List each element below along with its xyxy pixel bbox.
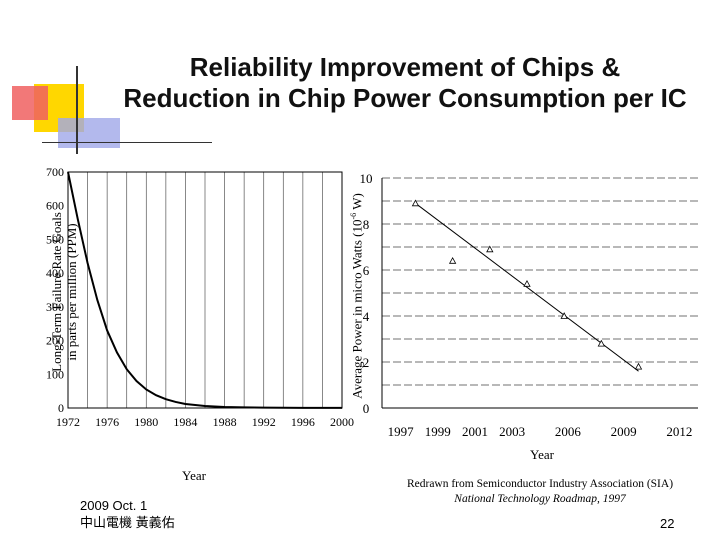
left-chart-y-tick-label: 600 — [46, 199, 64, 213]
decor-blue-square — [58, 118, 120, 148]
slide-title-line1: Reliability Improvement of Chips & — [189, 52, 621, 82]
right-chart: 0 2 4 6 8 10 1997 1999 2001 2003 2006 2009 2012 — [360, 171, 698, 439]
source-line2: National Technology Roadmap, 1997 — [454, 493, 626, 505]
left-chart-frame — [67, 171, 343, 409]
right-chart-y-tick-label: 6 — [363, 263, 370, 278]
right-chart-x-tick-label: 2006 — [555, 424, 582, 439]
right-chart-y-tick-label: 10 — [360, 171, 373, 186]
right-chart-x-tick-label: 1999 — [425, 424, 451, 439]
left-chart-x-tick-label: 1996 — [291, 415, 315, 429]
page-number: 22 — [660, 516, 675, 531]
left-chart-y-tick-label: 700 — [46, 165, 64, 179]
left-chart-x-tick-label: 1988 — [213, 415, 237, 429]
right-chart-data-point — [634, 362, 643, 370]
right-chart-data-point — [523, 279, 531, 287]
right-chart-x-tick-label: 2009 — [611, 424, 637, 439]
right-chart-x-label: Year — [530, 447, 554, 462]
right-chart-x-tick-label: 1997 — [388, 424, 415, 439]
source-citation: Redrawn from Semiconductor Industry Asso… — [390, 477, 690, 507]
decor-horizontal-rule — [42, 142, 212, 143]
footer-date: 2009 Oct. 1 — [80, 498, 148, 513]
left-chart-x-tick-label: 2000 — [330, 415, 354, 429]
footer-author: 中山電機 黃義佑 — [80, 515, 175, 530]
right-chart-y-tick-label: 2 — [363, 355, 370, 370]
left-chart-x-tick-label: 1976 — [95, 415, 119, 429]
left-chart-y-tick-label: 0 — [58, 401, 64, 415]
right-chart-data-point — [448, 256, 457, 264]
right-chart-x-tick-label: 2001 — [462, 424, 488, 439]
right-chart-y-tick-label: 0 — [363, 401, 370, 416]
decor-red-square — [12, 86, 48, 120]
right-chart-data-point — [560, 312, 568, 319]
right-chart-data-point — [486, 245, 494, 253]
slide-title: Reliability Improvement of Chips & Reduc… — [90, 52, 720, 114]
left-chart: 0 100 200 300 400 500 600 700 1972 1976 1980 1984 19… — [46, 165, 354, 429]
right-chart-x-tick-label: 2012 — [666, 424, 692, 439]
left-chart-x-tick-label: 1972 — [56, 415, 80, 429]
right-chart-y-tick-label: 4 — [363, 309, 370, 324]
left-chart-x-tick-label: 1992 — [252, 415, 276, 429]
left-chart-y-tick-label: 400 — [46, 266, 64, 280]
right-chart-x-tick-label: 2003 — [499, 424, 525, 439]
left-chart-x-label: Year — [182, 468, 206, 483]
left-chart-x-tick-label: 1984 — [173, 415, 197, 429]
right-chart-data-point — [411, 199, 420, 207]
source-line1: Redrawn from Semiconductor Industry Asso… — [406, 478, 674, 490]
left-chart-y-tick-label: 300 — [46, 300, 64, 314]
slide-title-line2: Reduction in Chip Power Consumption per … — [123, 83, 687, 113]
left-chart-x-tick-label: 1980 — [134, 415, 158, 429]
right-chart-trendline — [415, 202, 639, 372]
right-chart-y-tick-label: 8 — [363, 217, 370, 232]
left-chart-y-tick-label: 200 — [46, 334, 64, 348]
decor-vertical-rule — [76, 66, 78, 154]
left-chart-y-tick-label: 100 — [46, 367, 64, 381]
footer-date-author: 2009 Oct. 1 中山電機 黃義佑 — [80, 497, 175, 531]
right-chart-data-point — [597, 339, 606, 347]
left-chart-y-tick-label: 500 — [46, 232, 64, 246]
left-chart-failure-curve — [67, 171, 343, 409]
